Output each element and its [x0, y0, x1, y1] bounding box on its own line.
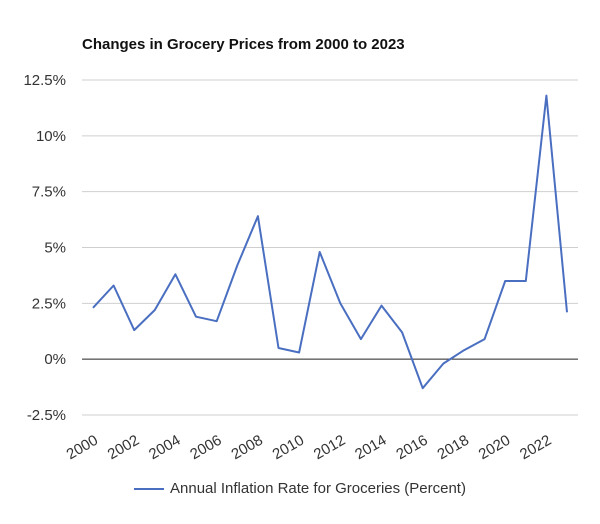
data-point: [483, 337, 487, 341]
data-point: [112, 283, 116, 287]
x-axis-ticks: 2000 2002 2004 2006 2008 2010 2012 2014 2016 2018…: [64, 432, 555, 463]
data-point: [400, 330, 404, 334]
data-point: [524, 279, 528, 283]
x-tick-label: 2010: [270, 432, 307, 463]
y-tick-label: 7.5%: [32, 184, 66, 201]
series-layer: [91, 94, 569, 390]
chart-title: Changes in Grocery Prices from 2000 to 2…: [82, 36, 405, 53]
x-tick-label: 2008: [228, 432, 265, 463]
y-tick-label: 12.5%: [23, 72, 66, 89]
data-point: [380, 304, 384, 308]
grid-lines: [82, 79, 578, 416]
data-point: [318, 250, 322, 254]
data-point: [215, 319, 219, 323]
x-tick-label: 2012: [311, 432, 348, 463]
legend-label: Annual Inflation Rate for Groceries (Per…: [170, 480, 466, 497]
data-point: [565, 310, 569, 314]
x-tick-label: 2006: [187, 432, 224, 463]
x-tick-label: 2018: [435, 432, 472, 463]
x-tick-label: 2022: [517, 432, 554, 463]
data-point: [503, 279, 507, 283]
series-line: [92, 94, 568, 390]
data-point: [194, 315, 198, 319]
data-point: [297, 350, 301, 354]
y-tick-label: 10%: [36, 128, 66, 145]
y-tick-label: 2.5%: [32, 295, 66, 312]
x-tick-label: 2002: [105, 432, 142, 463]
data-point: [544, 94, 548, 98]
data-point: [91, 306, 95, 310]
y-tick-label: 0%: [44, 351, 66, 368]
data-point: [153, 308, 157, 312]
data-point: [441, 362, 445, 366]
y-axis-ticks: 12.5% 10% 7.5% 5% 2.5% 0% -2.5%: [23, 72, 66, 424]
data-point: [173, 272, 177, 276]
data-point: [462, 348, 466, 352]
x-tick-label: 2000: [64, 432, 101, 463]
data-point: [276, 346, 280, 350]
x-tick-label: 2004: [146, 432, 183, 463]
data-point: [132, 328, 136, 332]
x-tick-label: 2014: [352, 432, 389, 463]
y-tick-label: -2.5%: [27, 407, 66, 424]
x-tick-label: 2020: [476, 432, 513, 463]
y-tick-label: 5%: [44, 240, 66, 257]
data-point: [359, 337, 363, 341]
data-point: [256, 214, 260, 218]
x-tick-label: 2016: [393, 432, 430, 463]
legend: Annual Inflation Rate for Groceries (Per…: [0, 480, 600, 497]
data-point: [235, 263, 239, 267]
data-point: [338, 301, 342, 305]
legend-swatch: [134, 488, 164, 491]
data-point: [421, 386, 425, 390]
